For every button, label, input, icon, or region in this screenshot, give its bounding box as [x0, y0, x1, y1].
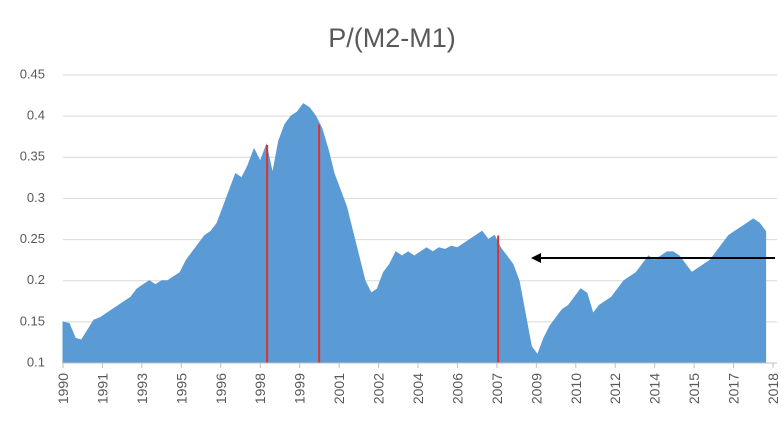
- axes: 0.1 0.15 0.2 0.25 0.3 0.35 0.4 0.45 1990 1991 1993…: [20, 66, 781, 404]
- plot: [62, 103, 767, 364]
- x-tick-label: 1996: [213, 373, 229, 404]
- y-tick-label: 0.35: [20, 149, 45, 164]
- x-tick-label: 1998: [252, 373, 268, 404]
- x-tick-label: 2017: [726, 373, 742, 404]
- x-tick-label: 2009: [528, 373, 544, 404]
- x-tick-label: 1999: [292, 373, 308, 404]
- y-tick-label: 0.4: [27, 108, 45, 123]
- x-tick-label: 2014: [647, 373, 663, 404]
- x-tick-label: 2015: [686, 373, 702, 404]
- x-tick-label: 2007: [489, 373, 505, 404]
- x-tick-label: 2002: [371, 373, 387, 404]
- y-tick-label: 0.15: [20, 313, 45, 328]
- area: [62, 103, 767, 364]
- x-tick-label: 2012: [607, 373, 623, 404]
- x-tick-label: 2006: [449, 373, 465, 404]
- x-tick-label: 1990: [55, 373, 71, 404]
- y-tick-label: 0.1: [27, 354, 45, 369]
- x-tick-label: 2010: [568, 373, 584, 404]
- chart-title: P/(M2-M1): [328, 23, 456, 53]
- x-tick-label: 2004: [410, 373, 426, 404]
- x-tick-label: 1993: [134, 373, 150, 404]
- x-tick-label: 2001: [331, 373, 347, 404]
- y-tick-label: 0.25: [20, 231, 45, 246]
- y-tick-label: 0.3: [27, 190, 45, 205]
- x-tick-label: 2018: [765, 373, 781, 404]
- y-tick-label: 0.45: [20, 66, 45, 81]
- x-tick-label: 1995: [173, 373, 189, 404]
- x-tick-label: 1991: [94, 373, 110, 404]
- y-tick-label: 0.2: [27, 272, 45, 287]
